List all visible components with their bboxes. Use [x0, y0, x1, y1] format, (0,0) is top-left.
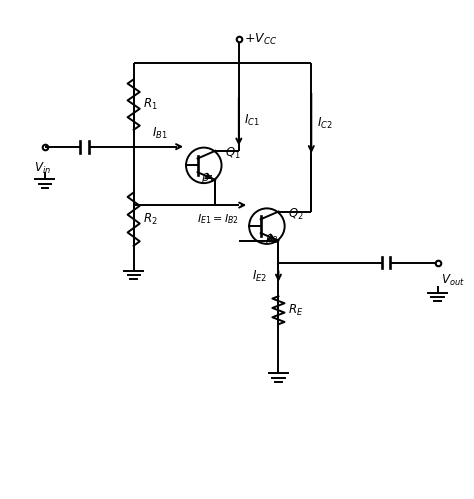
Text: $V_{in}$: $V_{in}$ — [34, 161, 51, 176]
Text: $Q_1$: $Q_1$ — [225, 146, 240, 161]
Text: $I_{E1} = I_{B2}$: $I_{E1} = I_{B2}$ — [197, 212, 239, 226]
Text: $I_{E2}$: $I_{E2}$ — [252, 269, 267, 284]
Text: $\beta_1$: $\beta_1$ — [201, 172, 215, 186]
Text: $V_{out}$: $V_{out}$ — [441, 273, 465, 288]
Text: $+V_{CC}$: $+V_{CC}$ — [244, 31, 277, 47]
Text: $\beta_2$: $\beta_2$ — [264, 232, 278, 246]
Text: $I_{C2}$: $I_{C2}$ — [317, 116, 333, 131]
Text: $R_1$: $R_1$ — [143, 97, 158, 112]
Text: $Q_2$: $Q_2$ — [288, 207, 304, 222]
Text: $R_2$: $R_2$ — [143, 212, 158, 227]
Text: $I_{B1}$: $I_{B1}$ — [152, 125, 168, 141]
Text: $I_{C1}$: $I_{C1}$ — [245, 113, 260, 128]
Text: $R_E$: $R_E$ — [288, 303, 303, 318]
